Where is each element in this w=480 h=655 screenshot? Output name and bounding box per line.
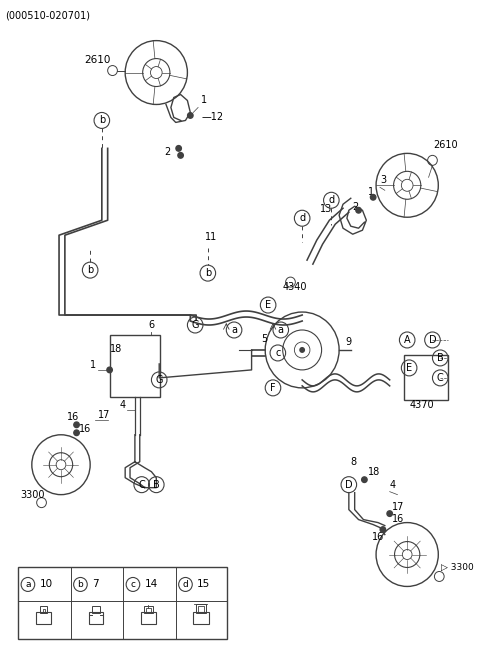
Text: 4: 4 [120, 400, 125, 410]
Circle shape [299, 347, 305, 353]
Circle shape [188, 113, 193, 119]
Text: b: b [204, 268, 211, 278]
Circle shape [361, 477, 367, 483]
Text: E: E [265, 300, 271, 310]
Text: 3300: 3300 [20, 490, 45, 500]
Text: —12: —12 [201, 113, 223, 122]
Text: F: F [270, 383, 276, 393]
Bar [404, 355, 448, 400]
Text: a: a [278, 325, 284, 335]
Text: E: E [406, 363, 412, 373]
Bar [39, 607, 48, 613]
Circle shape [176, 145, 181, 151]
Text: 1: 1 [201, 96, 207, 105]
Text: 16: 16 [372, 532, 384, 542]
Circle shape [107, 367, 112, 373]
Text: 6: 6 [148, 320, 155, 330]
Bar [196, 605, 206, 613]
Text: d: d [182, 580, 188, 589]
Bar [193, 612, 209, 624]
Text: a: a [25, 580, 31, 589]
Text: 16: 16 [79, 424, 91, 434]
Text: D: D [345, 479, 353, 490]
Text: B: B [153, 479, 160, 490]
Text: 14: 14 [144, 580, 158, 590]
Bar [92, 607, 100, 613]
Text: ▷ 3300: ▷ 3300 [441, 563, 474, 571]
Circle shape [356, 208, 361, 213]
Text: b: b [87, 265, 93, 275]
Text: 2: 2 [164, 147, 170, 157]
Text: 17: 17 [98, 410, 110, 420]
Text: d: d [299, 214, 305, 223]
Text: a: a [231, 325, 237, 335]
Text: 11: 11 [205, 232, 217, 242]
Text: D: D [429, 335, 436, 345]
Circle shape [74, 430, 79, 436]
Text: 10: 10 [39, 580, 53, 590]
Bar [109, 335, 160, 397]
Text: B: B [437, 353, 444, 363]
Bar [141, 612, 156, 624]
Text: 16: 16 [392, 514, 404, 523]
Text: A: A [404, 335, 410, 345]
Text: G: G [156, 375, 163, 385]
Text: 4: 4 [390, 479, 396, 490]
Text: 1: 1 [368, 187, 374, 197]
Bar [144, 607, 154, 613]
Text: C: C [437, 373, 444, 383]
Text: c: c [131, 580, 135, 589]
Text: 15: 15 [197, 580, 210, 590]
Text: 4340: 4340 [283, 282, 307, 292]
Text: 9: 9 [345, 337, 351, 347]
Circle shape [371, 195, 376, 200]
Text: b: b [78, 580, 84, 589]
Text: 18: 18 [368, 466, 381, 477]
Text: 7: 7 [92, 580, 99, 590]
Text: 2: 2 [353, 202, 359, 212]
Text: G: G [192, 320, 199, 330]
Bar [36, 612, 51, 624]
Text: b: b [99, 115, 105, 126]
Text: 13: 13 [320, 204, 332, 214]
Text: 18: 18 [109, 344, 122, 354]
Text: 3: 3 [380, 176, 386, 185]
Bar [89, 612, 103, 624]
Text: c: c [275, 348, 280, 358]
Text: 1: 1 [90, 360, 96, 370]
Text: 2610: 2610 [84, 54, 111, 65]
Text: 16: 16 [67, 412, 79, 422]
Bar [18, 567, 228, 639]
Text: d: d [328, 195, 335, 205]
Circle shape [380, 527, 385, 533]
Text: (000510-020701): (000510-020701) [6, 10, 91, 21]
Text: C: C [138, 479, 145, 490]
Circle shape [178, 153, 183, 158]
Circle shape [74, 422, 79, 428]
Text: 8: 8 [351, 457, 357, 467]
Circle shape [387, 511, 393, 516]
Text: 5: 5 [261, 334, 267, 344]
Text: 2610: 2610 [433, 140, 458, 151]
Text: 4370: 4370 [409, 400, 434, 410]
Text: 17: 17 [392, 502, 404, 512]
